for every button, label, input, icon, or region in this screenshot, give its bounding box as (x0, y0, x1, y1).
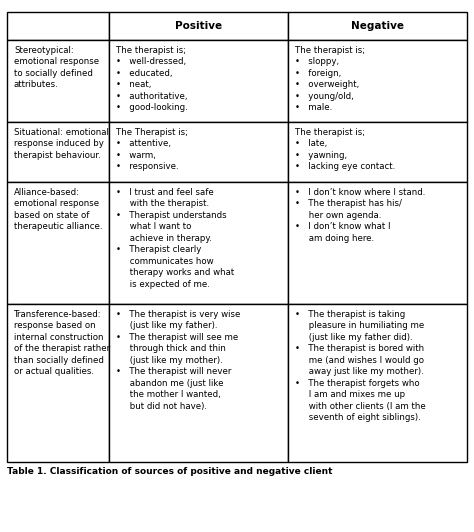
Bar (288, 182, 467, 304)
Bar (7, 182, 109, 304)
Text: Positive: Positive (175, 21, 222, 31)
Text: •   The therapist is taking
     pleasure in humiliating me
     (just like my f: • The therapist is taking pleasure in hu… (295, 310, 426, 422)
Text: Transference-based:
response based on
internal construction
of the therapist rat: Transference-based: response based on in… (14, 310, 110, 376)
Text: Table 1. Classification of sources of positive and negative client: Table 1. Classification of sources of po… (7, 467, 332, 476)
Bar (109, 40, 288, 122)
Bar (288, 40, 467, 122)
Bar (288, 122, 467, 182)
Text: The therapist is;
•   sloppy,
•   foreign,
•   overweight,
•   young/old,
•   ma: The therapist is; • sloppy, • foreign, •… (295, 46, 365, 112)
Bar (288, 304, 467, 462)
Text: The therapist is;
•   well-dressed,
•   educated,
•   neat,
•   authoritative,
•: The therapist is; • well-dressed, • educ… (116, 46, 187, 112)
Bar (109, 122, 288, 182)
Bar (7, 40, 109, 122)
Text: Situational: emotional
response induced by
therapist behaviour.: Situational: emotional response induced … (14, 128, 109, 160)
Bar (109, 182, 288, 304)
Text: Stereotypical:
emotional response
to socially defined
attributes.: Stereotypical: emotional response to soc… (14, 46, 99, 89)
Text: •   I trust and feel safe
     with the therapist.
•   Therapist understands
   : • I trust and feel safe with the therapi… (116, 188, 234, 288)
Text: The Therapist is;
•   attentive,
•   warm,
•   responsive.: The Therapist is; • attentive, • warm, •… (116, 128, 188, 171)
Text: •   I don’t know where I stand.
•   The therapist has his/
     her own agenda.
: • I don’t know where I stand. • The ther… (295, 188, 425, 243)
Bar (288, 12, 467, 40)
Bar (7, 304, 109, 462)
Bar (7, 122, 109, 182)
Bar (109, 304, 288, 462)
Bar (7, 12, 109, 40)
Text: Negative: Negative (351, 21, 404, 31)
Text: Alliance-based:
emotional response
based on state of
therapeutic alliance.: Alliance-based: emotional response based… (14, 188, 102, 231)
Text: The therapist is;
•   late,
•   yawning,
•   lacking eye contact.: The therapist is; • late, • yawning, • l… (295, 128, 395, 171)
Bar (109, 12, 288, 40)
Text: •   The therapist is very wise
     (just like my father).
•   The therapist wil: • The therapist is very wise (just like … (116, 310, 240, 411)
